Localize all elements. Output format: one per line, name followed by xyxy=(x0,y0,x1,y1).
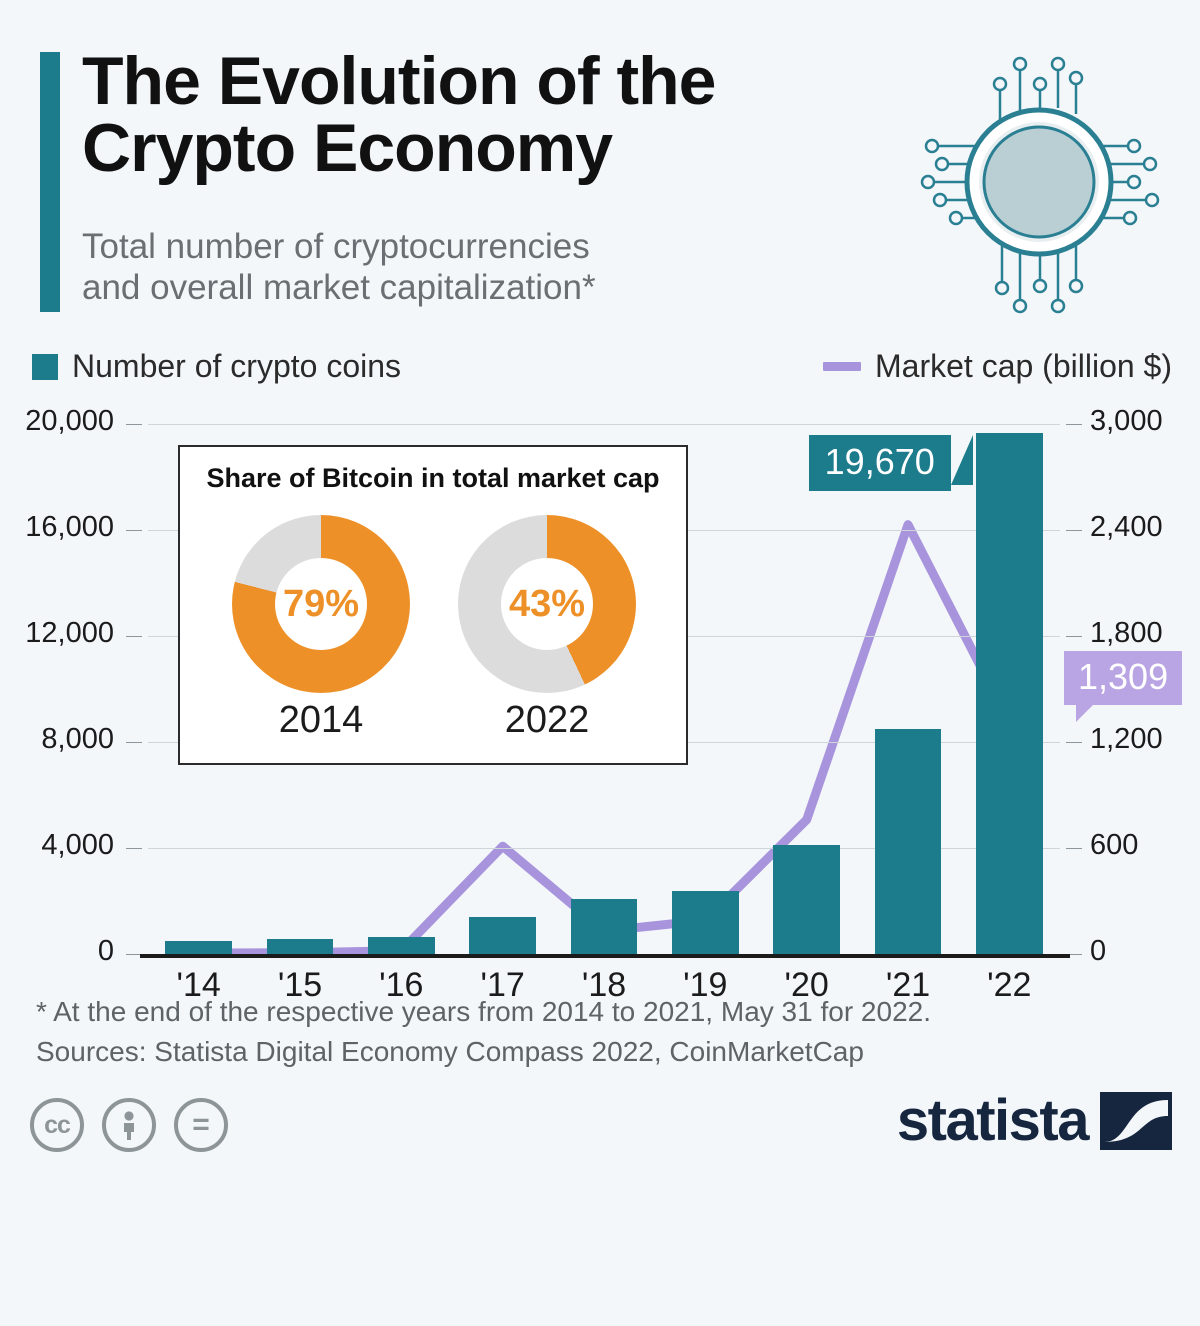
gridline xyxy=(148,848,1060,849)
left-axis-label: 0 xyxy=(97,935,114,967)
infographic-root: The Evolution of the Crypto Economy Tota… xyxy=(0,47,1200,1152)
footnote: * At the end of the respective years fro… xyxy=(36,992,1136,1072)
legend-item-line: Market cap (billion $) xyxy=(823,348,1172,385)
bar-17[interactable] xyxy=(469,917,537,954)
x-axis-label: '14 xyxy=(176,966,221,1004)
left-axis-label: 4,000 xyxy=(41,829,114,861)
legend-line-label: Market cap (billion $) xyxy=(875,348,1172,384)
statista-mark-icon xyxy=(1100,1092,1172,1150)
left-axis-tick xyxy=(126,742,142,743)
donut-chart-2014: 79% xyxy=(232,515,410,693)
right-axis-label: 1,200 xyxy=(1090,723,1163,755)
right-axis-label: 0 xyxy=(1090,935,1107,967)
bar-22[interactable] xyxy=(975,432,1043,954)
left-axis-tick xyxy=(126,424,142,425)
header: The Evolution of the Crypto Economy Tota… xyxy=(40,47,1160,322)
page-title-line1: The Evolution of the xyxy=(82,43,717,119)
page-subtitle-line1: Total number of cryptocurrencies xyxy=(82,227,590,266)
footnote-line2: Sources: Statista Digital Economy Compas… xyxy=(36,1035,864,1067)
right-axis-label: 2,400 xyxy=(1090,511,1163,543)
bar-19[interactable] xyxy=(671,890,739,954)
bar-value-callout: 19,670 xyxy=(808,434,973,491)
chart-legend: Number of crypto coins Market cap (billi… xyxy=(0,348,1200,396)
right-axis-tick xyxy=(1066,530,1082,531)
x-axis-label: '19 xyxy=(683,966,728,1004)
right-axis-tick xyxy=(1066,424,1082,425)
bar-20[interactable] xyxy=(773,845,841,954)
line-value-callout: 1,309 xyxy=(1064,650,1183,722)
statista-logo[interactable]: statista xyxy=(897,1092,1172,1150)
x-axis-label: '15 xyxy=(277,966,323,1004)
left-axis-label: 16,000 xyxy=(25,511,114,543)
bar-14[interactable] xyxy=(165,940,233,954)
bitcoin-share-inset: Share of Bitcoin in total market cap 79%… xyxy=(178,445,688,765)
page-subtitle: Total number of cryptocurrencies and ove… xyxy=(82,226,782,309)
page-title: The Evolution of the Crypto Economy xyxy=(82,47,842,187)
right-axis-tick xyxy=(1066,742,1082,743)
left-axis-tick xyxy=(126,530,142,531)
x-axis-label: '17 xyxy=(480,966,525,1004)
bar-18[interactable] xyxy=(570,899,638,954)
left-axis-label: 20,000 xyxy=(25,405,114,437)
donut-chart-2022: 43% xyxy=(458,515,636,693)
left-axis-tick xyxy=(126,848,142,849)
x-axis-label: '18 xyxy=(581,966,627,1004)
cc-no-derivatives-equals-icon[interactable]: = xyxy=(174,1098,228,1152)
statista-wordmark: statista xyxy=(896,1088,1090,1153)
inset-title: Share of Bitcoin in total market cap xyxy=(206,463,660,493)
gridline xyxy=(148,424,1060,425)
title-accent-bar xyxy=(40,52,60,312)
right-axis-tick xyxy=(1066,848,1082,849)
bar-15[interactable] xyxy=(266,939,334,954)
left-axis-tick xyxy=(126,636,142,637)
right-axis-label: 600 xyxy=(1090,829,1139,861)
legend-bar-swatch-icon xyxy=(32,353,58,380)
x-axis-label: '21 xyxy=(885,966,931,1004)
legend-item-bars: Number of crypto coins xyxy=(32,348,401,385)
legend-bars-label: Number of crypto coins xyxy=(72,348,402,384)
creative-commons-badges: cc = xyxy=(30,1098,228,1152)
footnote-line1: * At the end of the respective years fro… xyxy=(36,996,931,1027)
right-axis-tick xyxy=(1066,636,1082,637)
plot-area xyxy=(126,424,1082,1326)
x-axis-label: '22 xyxy=(987,966,1032,1004)
x-axis-label: '20 xyxy=(784,966,829,1004)
donut-2014-year: 2014 xyxy=(278,699,364,741)
right-axis-label: 1,800 xyxy=(1090,617,1163,649)
donut-2022-percent: 43% xyxy=(501,558,593,650)
donut-2022-year: 2022 xyxy=(504,699,590,741)
right-axis-label: 3,000 xyxy=(1090,405,1163,437)
chart-area: Share of Bitcoin in total market cap 79%… xyxy=(0,400,1200,1004)
x-axis-baseline xyxy=(140,954,1070,958)
page-title-line2: Crypto Economy xyxy=(82,110,613,187)
left-axis-label: 12,000 xyxy=(25,617,114,649)
left-axis-tick xyxy=(126,954,142,955)
bar-16[interactable] xyxy=(367,937,435,954)
x-axis-label: '16 xyxy=(379,966,424,1004)
page-subtitle-line2: and overall market capitalization* xyxy=(82,268,596,308)
bar-21[interactable] xyxy=(874,728,942,954)
crypto-coin-icon xyxy=(920,42,1190,327)
left-axis-label: 8,000 xyxy=(41,723,114,755)
right-axis-tick xyxy=(1066,954,1082,955)
cc-icon[interactable]: cc xyxy=(30,1098,84,1152)
cc-attribution-person-icon[interactable] xyxy=(102,1098,156,1152)
donut-2014-percent: 79% xyxy=(275,558,367,650)
legend-line-swatch-icon xyxy=(823,362,861,371)
